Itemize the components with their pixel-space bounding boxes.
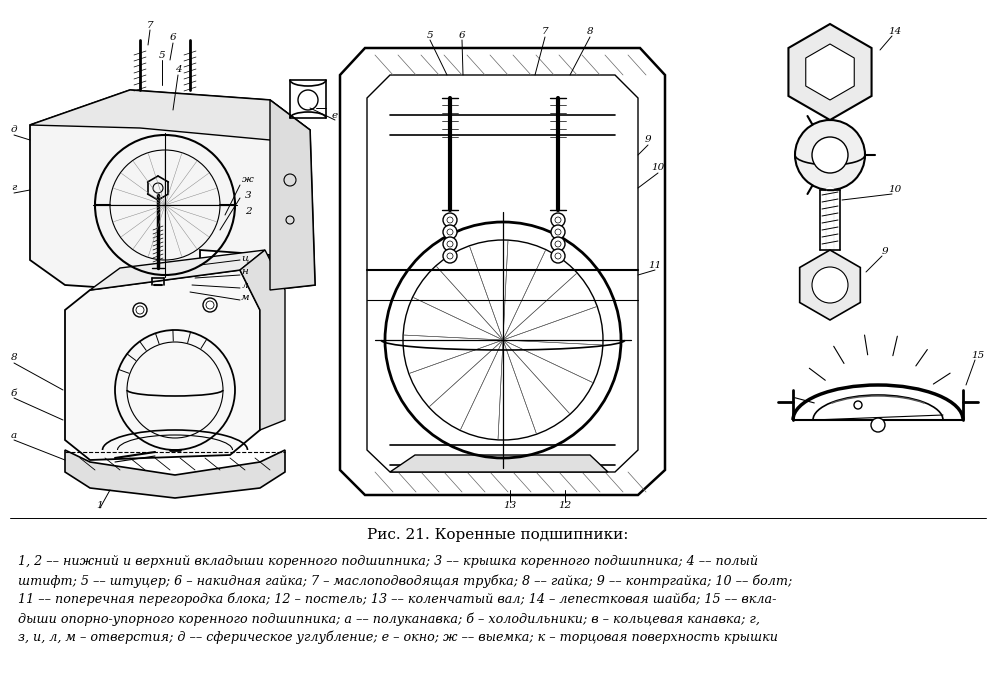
Text: 12: 12 xyxy=(559,500,572,509)
Text: 8: 8 xyxy=(587,28,594,37)
Text: 1, 2 –– нижний и верхний вкладыши коренного подшипника; 3 –– крышка коренного по: 1, 2 –– нижний и верхний вкладыши коренн… xyxy=(18,555,758,568)
Polygon shape xyxy=(270,100,315,290)
Text: е: е xyxy=(332,110,338,119)
Text: а: а xyxy=(11,431,17,440)
Text: Рис. 21. Коренные подшипники:: Рис. 21. Коренные подшипники: xyxy=(368,528,628,542)
Polygon shape xyxy=(30,90,315,290)
Polygon shape xyxy=(340,48,665,495)
Text: ц: ц xyxy=(241,254,249,263)
Text: штифт; 5 –– штуцер; 6 – накидная гайка; 7 – маслоподводящая трубка; 8 –– гайка; : штифт; 5 –– штуцер; 6 – накидная гайка; … xyxy=(18,574,792,588)
Text: 1: 1 xyxy=(97,500,104,509)
Circle shape xyxy=(133,303,147,317)
Circle shape xyxy=(443,225,457,239)
Text: 10: 10 xyxy=(651,163,664,172)
Text: 9: 9 xyxy=(644,136,651,145)
Text: ж: ж xyxy=(242,176,254,185)
Circle shape xyxy=(871,418,885,432)
Text: 6: 6 xyxy=(169,34,176,43)
Text: 7: 7 xyxy=(146,21,153,30)
Circle shape xyxy=(551,213,565,227)
Text: 5: 5 xyxy=(426,30,433,39)
Polygon shape xyxy=(390,455,608,472)
Text: 2: 2 xyxy=(245,207,251,216)
Text: 13: 13 xyxy=(503,500,517,509)
Text: дыши опорно-упорного коренного подшипника; а –– полуканавка; б – холодильники; в: дыши опорно-упорного коренного подшипник… xyxy=(18,612,760,626)
Text: 8: 8 xyxy=(11,353,17,362)
Polygon shape xyxy=(65,270,260,460)
Circle shape xyxy=(551,249,565,263)
Text: 9: 9 xyxy=(881,247,888,256)
Text: з, и, л, м – отверстия; д –– сферическое углубление; е – окно; ж –– выемка; к – : з, и, л, м – отверстия; д –– сферическое… xyxy=(18,631,778,644)
Text: д: д xyxy=(11,125,17,134)
Circle shape xyxy=(795,120,865,190)
Text: 5: 5 xyxy=(158,50,165,59)
Circle shape xyxy=(551,225,565,239)
Text: б: б xyxy=(11,389,17,398)
Text: 4: 4 xyxy=(174,65,181,74)
Circle shape xyxy=(443,213,457,227)
Text: 14: 14 xyxy=(888,28,901,37)
Polygon shape xyxy=(65,450,285,498)
Text: 3: 3 xyxy=(245,190,251,200)
Circle shape xyxy=(551,237,565,251)
Text: г: г xyxy=(11,183,17,192)
Text: 11: 11 xyxy=(648,260,661,269)
Polygon shape xyxy=(800,250,861,320)
Text: 15: 15 xyxy=(971,351,985,360)
Polygon shape xyxy=(806,44,855,100)
Circle shape xyxy=(443,249,457,263)
Circle shape xyxy=(443,237,457,251)
Text: л: л xyxy=(242,280,248,289)
Text: м: м xyxy=(241,294,249,302)
Polygon shape xyxy=(30,90,310,140)
Polygon shape xyxy=(240,250,285,430)
Polygon shape xyxy=(90,250,265,290)
Polygon shape xyxy=(789,24,872,120)
Polygon shape xyxy=(367,75,638,472)
Text: 7: 7 xyxy=(542,28,549,37)
Text: 10: 10 xyxy=(888,185,901,194)
Text: 11 –– поперечная перегородка блока; 12 – постель; 13 –– коленчатый вал; 14 – леп: 11 –– поперечная перегородка блока; 12 –… xyxy=(18,593,776,606)
Text: 6: 6 xyxy=(459,30,465,39)
Text: н: н xyxy=(242,267,248,276)
Circle shape xyxy=(203,298,217,312)
Circle shape xyxy=(812,137,848,173)
Circle shape xyxy=(854,401,862,409)
Circle shape xyxy=(812,267,848,303)
